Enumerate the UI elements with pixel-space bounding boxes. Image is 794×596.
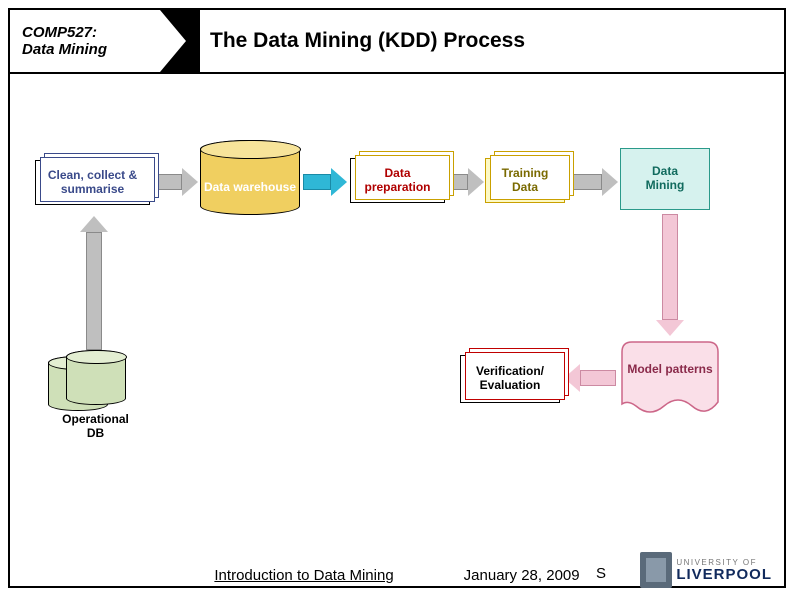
node-opdb: Operational DB (48, 350, 143, 440)
node-prep: Data preparation (350, 158, 445, 203)
course-block: COMP527: Data Mining (10, 10, 160, 72)
kdd-flowchart: Clean, collect & summarise Data warehous… (30, 100, 750, 480)
course-name: Data Mining (22, 41, 160, 58)
header-wedge (160, 10, 200, 72)
node-model-label: Model patterns (627, 363, 712, 377)
node-clean-l2: summarise (61, 182, 124, 196)
arrow-mining-model (656, 214, 684, 336)
node-clean-l1: Clean, collect & (48, 168, 137, 182)
node-verify-l1: Verification/ (476, 364, 544, 378)
node-opdb-l1: Operational (62, 412, 129, 426)
logo-main-text: LIVERPOOL (676, 567, 772, 582)
node-opdb-l2: DB (87, 426, 104, 440)
arrow-opdb-clean (80, 216, 108, 350)
node-prep-l2: preparation (364, 180, 430, 194)
node-clean: Clean, collect & summarise (35, 160, 150, 205)
node-training: Training Data (485, 158, 565, 203)
node-mining: Data Mining (620, 148, 710, 210)
arrow-training-mining (568, 168, 618, 196)
node-mining-l2: Mining (646, 178, 685, 192)
node-warehouse-label: Data warehouse (200, 180, 300, 194)
node-training-l1: Training (502, 166, 549, 180)
footer-topic-link[interactable]: Introduction to Data Mining (214, 567, 393, 584)
node-verify-l2: Evaluation (480, 378, 541, 392)
footer-date: January 28, 2009 (464, 567, 580, 584)
slide-indicator: S (596, 565, 606, 582)
node-mining-l1: Data (652, 164, 678, 178)
node-prep-l1: Data (384, 166, 410, 180)
node-training-l2: Data (512, 180, 538, 194)
node-warehouse: Data warehouse (200, 140, 300, 230)
node-model: Model patterns (620, 340, 720, 420)
header-bar: COMP527: Data Mining The Data Mining (KD… (8, 8, 786, 74)
page-title: The Data Mining (KDD) Process (200, 10, 784, 72)
university-logo: UNIVERSITY OF LIVERPOOL (640, 552, 772, 588)
arrow-model-verify (564, 364, 616, 392)
course-code: COMP527: (22, 24, 160, 41)
node-verify: Verification/ Evaluation (460, 355, 560, 403)
arrow-warehouse-prep (303, 168, 347, 196)
logo-crest-icon (640, 552, 672, 588)
